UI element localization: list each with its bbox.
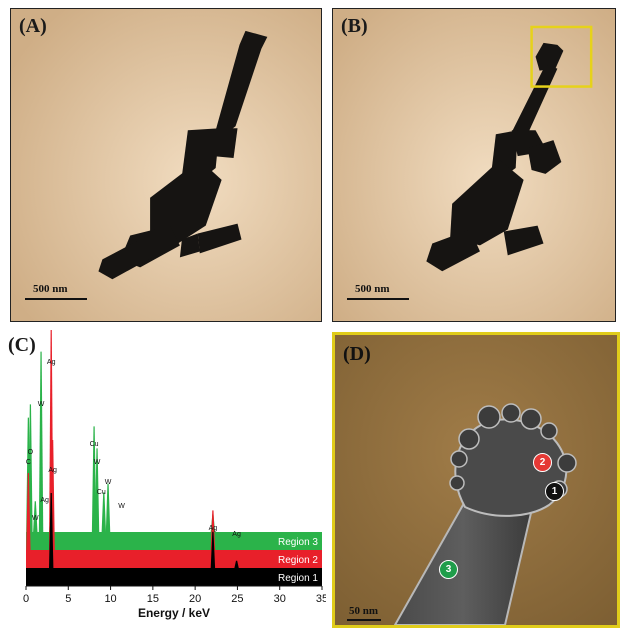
x-tick-label-6: 30	[274, 593, 286, 605]
spectrum-peak-3-3	[91, 426, 97, 532]
tem-micrograph-a	[11, 9, 321, 321]
region-marker-2: 2	[533, 453, 552, 472]
legend-entry-3: Region 3	[278, 537, 318, 548]
spectrum-peak-1-1	[210, 531, 216, 568]
highlight-box	[530, 25, 593, 88]
legend-entry-2: Region 2	[278, 555, 318, 566]
peak-annotation-3: C	[26, 459, 31, 466]
peak-annotation-1: W	[38, 401, 45, 408]
x-tick-label-5: 25	[231, 593, 243, 605]
peak-annotation-8: W	[94, 459, 101, 466]
region-marker-3: 3	[439, 560, 458, 579]
panel-label-b: (B)	[341, 15, 368, 37]
spectrum-band-1	[26, 568, 322, 586]
spectrum-band-2	[26, 550, 322, 568]
scale-label-b: 500 nm	[355, 283, 390, 295]
region-marker-2-label: 2	[539, 457, 546, 468]
peak-annotation-13: Ag	[232, 531, 241, 538]
legend-entry-1: Region 1	[278, 573, 318, 584]
panel-label-d: (D)	[343, 343, 371, 365]
eds-spectrum-panel-c: (C) Region 1 Region 2 Region 3 Ag W O C Ag Ag W C…	[4, 330, 326, 628]
region-marker-3-label: 3	[445, 564, 452, 575]
eds-spectrum-chart: Region 1 Region 2 Region 3 Ag W OC Ag Ag W Cu W Cu…	[23, 330, 326, 620]
x-tick-label-1: 5	[65, 593, 71, 605]
spectrum-peak-2-3	[210, 510, 216, 550]
peak-annotation-4: Ag	[48, 467, 57, 474]
x-axis-label: Energy / keV	[138, 606, 210, 620]
scale-bar-b	[347, 298, 409, 300]
spectrum-peak-3-6	[105, 483, 111, 532]
spectrum-peak-2-2	[26, 473, 31, 550]
tem-image-panel-a: (A) 500 nm	[10, 8, 322, 322]
peak-annotation-0: Ag	[47, 359, 56, 366]
panel-label-a: (A)	[19, 15, 47, 37]
peak-annotation-5: Ag	[40, 497, 49, 504]
spectrum-peak-3-4	[94, 448, 100, 532]
spectrum-peak-3-0	[38, 351, 44, 532]
spectrum-peak-3-5	[101, 492, 107, 532]
peak-annotation-10: W	[105, 479, 112, 486]
tem-image-panel-b: (B) 500 nm	[332, 8, 616, 322]
tem-image-panel-d: 1 2 3 (D) 50 nm	[332, 332, 620, 628]
panel-label-c: (C)	[8, 334, 36, 356]
scale-label-a: 500 nm	[33, 283, 68, 295]
spectrum-peak-3-8	[33, 501, 38, 532]
scale-label-d: 50 nm	[349, 605, 379, 617]
x-tick-label-7: 35	[316, 593, 326, 605]
spectrum-peak-1-0	[49, 492, 54, 568]
peak-annotation-7: Cu	[90, 441, 99, 448]
spectrum-band-3	[26, 532, 322, 550]
peak-annotation-12: Ag	[209, 525, 218, 532]
peak-annotation-11: W	[118, 503, 125, 510]
region-marker-1: 1	[545, 482, 564, 501]
scale-bar-a	[25, 298, 87, 300]
peak-annotation-9: Cu	[97, 489, 106, 496]
peak-annotation-6: W	[32, 515, 39, 522]
region-marker-1-label: 1	[551, 486, 558, 497]
x-tick-label-2: 10	[104, 593, 116, 605]
scale-bar-d	[347, 619, 381, 621]
peak-annotation-2: O	[28, 449, 34, 456]
spectrum-peak-1-2	[234, 560, 239, 568]
x-tick-label-3: 15	[147, 593, 159, 605]
tem-micrograph-b	[333, 9, 615, 321]
x-tick-label-0: 0	[23, 593, 29, 605]
x-tick-label-4: 20	[189, 593, 201, 605]
tem-micrograph-d	[335, 335, 617, 625]
